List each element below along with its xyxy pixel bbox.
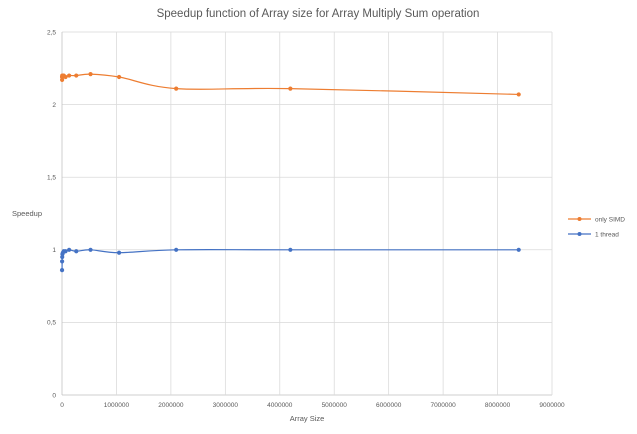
series-layer: [59, 72, 521, 273]
data-point-only-simd: [67, 73, 72, 78]
y-axis-label: Speedup: [12, 209, 42, 218]
y-tick-label: 1,5: [47, 175, 56, 182]
data-point-1-thread: [88, 247, 93, 252]
legend-label-only-simd: only SIMD: [595, 216, 625, 223]
x-tick-label: 6000000: [376, 402, 402, 409]
data-point-only-simd: [74, 73, 79, 78]
data-point-only-simd: [174, 86, 179, 91]
data-point-only-simd: [88, 72, 93, 77]
y-tick-label: 2: [52, 102, 56, 109]
y-tick-label: 0: [52, 392, 56, 399]
x-tick-label: 8000000: [485, 402, 511, 409]
x-tick-label: 7000000: [430, 402, 456, 409]
data-point-1-thread: [516, 247, 521, 252]
data-point-1-thread: [59, 268, 65, 273]
x-tick-label: 3000000: [213, 402, 239, 409]
y-tick-label: 0,5: [47, 320, 56, 327]
series-line-1-thread: [61, 248, 519, 271]
legend: only SIMD 1 thread: [568, 216, 625, 238]
data-point-only-simd: [288, 86, 293, 91]
x-tick-label: 1000000: [104, 402, 130, 409]
chart-title: Speedup function of Array size for Array…: [157, 8, 480, 20]
x-tick-label: 4000000: [267, 402, 293, 409]
data-point-1-thread: [116, 250, 122, 255]
data-point-only-simd: [63, 74, 68, 80]
x-tick-label: 9000000: [539, 402, 565, 409]
legend-marker-1-thread: [577, 232, 582, 236]
data-point-only-simd: [516, 92, 521, 97]
x-tick-label: 5000000: [322, 402, 348, 409]
y-tick-label: 2,5: [47, 29, 56, 36]
legend-marker-only-simd: [577, 217, 582, 221]
x-axis-label: Array Size: [290, 414, 325, 423]
data-point-1-thread: [67, 247, 72, 252]
grid: [61, 31, 553, 396]
legend-label-1-thread: 1 thread: [595, 231, 619, 238]
data-point-1-thread: [174, 247, 179, 252]
data-point-1-thread: [63, 249, 68, 254]
x-tick-label: 0: [60, 402, 64, 409]
data-point-1-thread: [60, 259, 65, 264]
tick-labels: 0 0,5 1 1,5 2 2,5 0 1000000 2000000 3000000 400000…: [47, 29, 565, 409]
data-point-only-simd: [116, 74, 122, 80]
x-tick-label: 2000000: [158, 402, 184, 409]
series-line-only-simd: [61, 73, 519, 96]
data-point-1-thread: [74, 249, 79, 254]
y-tick-label: 1: [52, 247, 56, 254]
data-point-1-thread: [288, 247, 293, 252]
